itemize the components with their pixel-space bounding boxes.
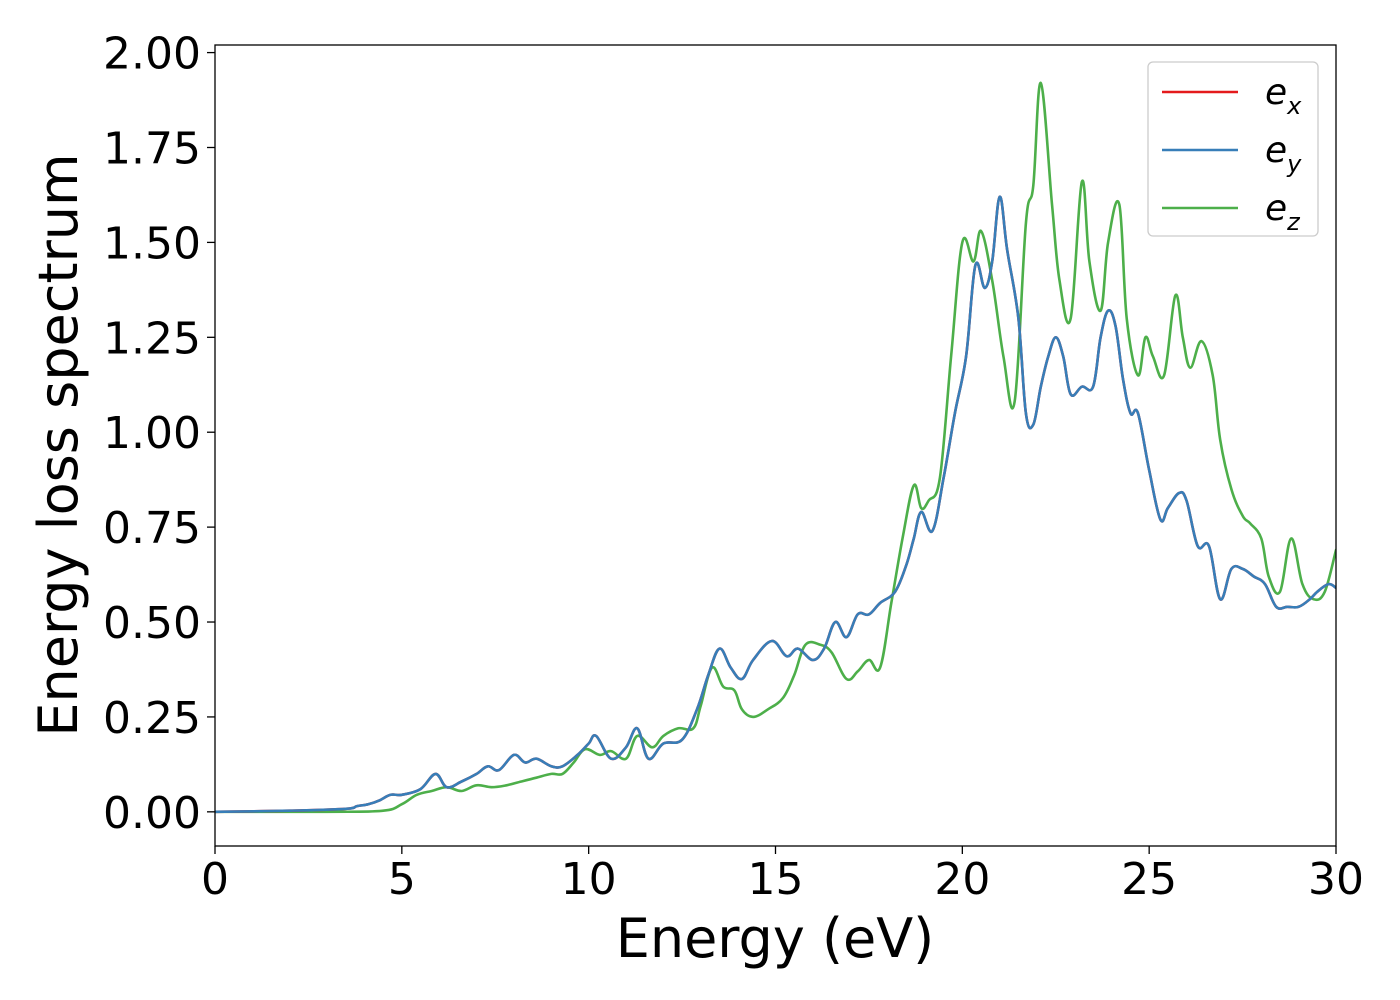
legend-label-base: e bbox=[1265, 188, 1287, 229]
y-tick-label: 1.00 bbox=[103, 408, 201, 459]
x-tick-label: 25 bbox=[1121, 854, 1177, 905]
legend-label-ez: ez bbox=[1265, 188, 1301, 236]
legend-label-subscript: z bbox=[1286, 208, 1301, 236]
x-tick-label: 30 bbox=[1308, 854, 1364, 905]
legend-label-ey: ey bbox=[1265, 130, 1302, 178]
legend-label-subscript: x bbox=[1286, 92, 1302, 120]
x-tick-label: 0 bbox=[201, 854, 229, 905]
x-axis-title: Energy (eV) bbox=[616, 907, 935, 970]
y-tick-label: 0.00 bbox=[103, 788, 201, 839]
y-tick-label: 0.25 bbox=[103, 693, 201, 744]
x-tick-label: 15 bbox=[748, 854, 804, 905]
series-line-ex bbox=[215, 195, 1336, 814]
y-axis: 0.00 0.25 0.50 0.75 1.00 1.25 1.50 1.75 2.00 bbox=[103, 29, 215, 839]
series-line-ey bbox=[215, 195, 1336, 814]
y-tick-label: 2.00 bbox=[103, 29, 201, 80]
y-tick-label: 0.50 bbox=[103, 598, 201, 649]
legend-label-base: e bbox=[1265, 72, 1287, 113]
x-tick-label: 10 bbox=[561, 854, 617, 905]
legend-label-subscript: y bbox=[1286, 150, 1302, 178]
x-axis: 0 5 10 15 20 25 30 bbox=[201, 846, 1364, 905]
y-tick-label: 1.50 bbox=[103, 218, 201, 269]
y-tick-label: 1.25 bbox=[103, 313, 201, 364]
series-layer bbox=[215, 81, 1336, 814]
x-tick-label: 5 bbox=[388, 854, 416, 905]
legend-label-base: e bbox=[1265, 130, 1287, 171]
series-line-ez bbox=[215, 81, 1336, 814]
x-tick-label: 20 bbox=[934, 854, 990, 905]
legend-label-ex: ex bbox=[1265, 72, 1302, 120]
y-tick-label: 1.75 bbox=[103, 123, 201, 174]
y-axis-title: Energy loss spectrum bbox=[27, 153, 90, 736]
y-tick-label: 0.75 bbox=[103, 503, 201, 554]
